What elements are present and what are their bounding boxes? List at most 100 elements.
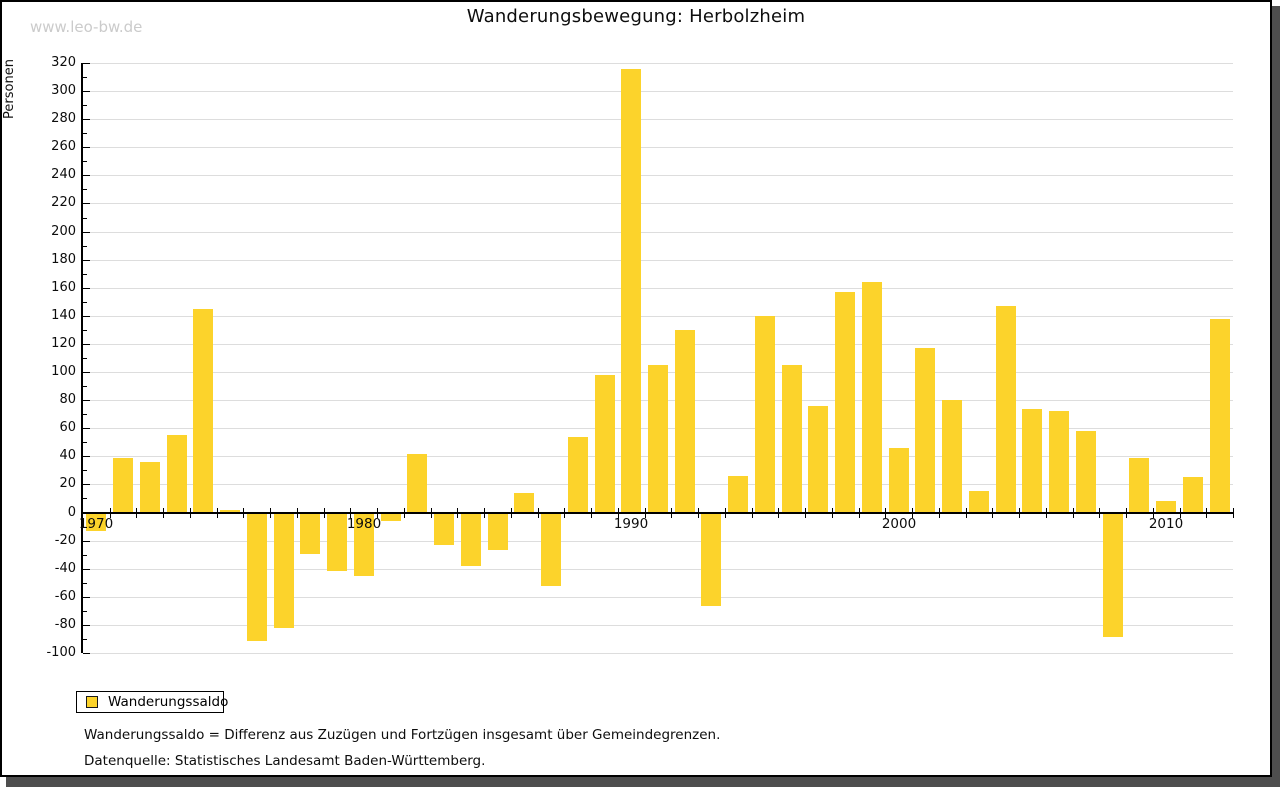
bar-1992: [675, 330, 695, 513]
y-tick-label: 200: [51, 224, 76, 239]
y-axis-tick: [83, 653, 90, 654]
bar-1982: [407, 454, 427, 513]
watermark: www.leo-bw.de: [30, 18, 143, 36]
bar-1984: [461, 513, 481, 566]
y-axis-tick: [83, 63, 90, 64]
y-axis-minor-tick: [83, 414, 87, 415]
bar-1986: [514, 493, 534, 513]
y-axis-minor-tick: [83, 358, 87, 359]
y-axis-tick: [83, 147, 90, 148]
gridline: [83, 541, 1233, 542]
bar-1977: [274, 513, 294, 628]
y-axis-minor-tick: [83, 498, 87, 499]
gridline: [83, 653, 1233, 654]
y-tick-label: 20: [59, 476, 76, 491]
bar-2004: [996, 306, 1016, 512]
y-axis-tick: [83, 484, 90, 485]
bar-1994: [728, 476, 748, 513]
y-tick-label: 240: [51, 167, 76, 182]
y-axis-minor-tick: [83, 105, 87, 106]
bar-2012: [1210, 319, 1230, 513]
x-tick-label: 2000: [881, 516, 917, 532]
bar-1974: [193, 309, 213, 513]
y-axis-minor-tick: [83, 133, 87, 134]
bar-1970: [86, 513, 106, 531]
y-axis-tick: [83, 91, 90, 92]
y-axis-minor-tick: [83, 330, 87, 331]
bar-1985: [488, 513, 508, 550]
y-axis-minor-tick: [83, 302, 87, 303]
bar-1996: [782, 365, 802, 513]
y-axis-minor-tick: [83, 77, 87, 78]
gridline: [83, 63, 1233, 64]
bar-1978: [300, 513, 320, 554]
y-axis-tick: [83, 119, 90, 120]
bar-2001: [915, 348, 935, 512]
chart-title: Wanderungsbewegung: Herbolzheim: [466, 6, 806, 27]
y-tick-label: 80: [59, 392, 76, 407]
y-tick-label: 180: [51, 252, 76, 267]
y-axis-minor-tick: [83, 611, 87, 612]
y-axis-minor-tick: [83, 639, 87, 640]
gridline: [83, 147, 1233, 148]
bar-1995: [755, 316, 775, 513]
y-axis-minor-tick: [83, 527, 87, 528]
footnote-source: Datenquelle: Statistisches Landesamt Bad…: [84, 753, 486, 769]
bar-1983: [434, 513, 454, 545]
y-axis-minor-tick: [83, 583, 87, 584]
y-axis-minor-tick: [83, 161, 87, 162]
gridline: [83, 260, 1233, 261]
bar-2007: [1076, 431, 1096, 512]
y-axis-tick: [83, 372, 90, 373]
y-tick-label: -20: [54, 533, 76, 548]
bar-2011: [1183, 477, 1203, 512]
y-axis-minor-tick: [83, 386, 87, 387]
y-tick-label: -80: [54, 617, 76, 632]
y-tick-label: 160: [51, 280, 76, 295]
y-axis-minor-tick: [83, 246, 87, 247]
y-axis-title: Personen: [2, 59, 17, 119]
bar-1988: [568, 437, 588, 513]
gridline: [83, 203, 1233, 204]
y-axis-tick: [83, 260, 90, 261]
x-tick-label: 2010: [1148, 516, 1184, 532]
x-axis-line: [83, 512, 1233, 514]
y-tick-label: 0: [67, 505, 76, 520]
gridline: [83, 91, 1233, 92]
bar-1976: [247, 513, 267, 641]
gridline: [83, 175, 1233, 176]
bar-2008: [1103, 513, 1123, 637]
y-axis-minor-tick: [83, 189, 87, 190]
x-tick-label: 1970: [78, 516, 114, 532]
bar-1990: [621, 69, 641, 513]
bar-1997: [808, 406, 828, 513]
gridline: [83, 597, 1233, 598]
bar-2002: [942, 400, 962, 512]
y-tick-label: -40: [54, 561, 76, 576]
bar-1973: [167, 435, 187, 512]
legend-box: Wanderungssaldo: [76, 691, 228, 713]
y-tick-label: 60: [59, 420, 76, 435]
x-tick-label: 1990: [613, 516, 649, 532]
y-axis-minor-tick: [83, 274, 87, 275]
y-axis-minor-tick: [83, 218, 87, 219]
plot-area: 1970 1980 1990 2000 2010: [79, 63, 1234, 654]
bar-1979: [327, 513, 347, 571]
y-axis-tick: [83, 344, 90, 345]
bar-1998: [835, 292, 855, 513]
bar-1989: [595, 375, 615, 513]
y-axis-tick: [83, 428, 90, 429]
bar-1972: [140, 462, 160, 513]
gridline: [83, 316, 1233, 317]
y-axis-tick: [83, 456, 90, 457]
bar-2009: [1129, 458, 1149, 513]
bar-2010: [1156, 501, 1176, 512]
bar-2003: [969, 491, 989, 512]
x-tick-label: 1980: [346, 516, 382, 532]
y-axis-tick: [83, 232, 90, 233]
y-axis-tick: [83, 625, 90, 626]
y-tick-label: 320: [51, 55, 76, 70]
y-axis-tick: [83, 541, 90, 542]
bar-1980: [354, 513, 374, 576]
gridline: [83, 232, 1233, 233]
